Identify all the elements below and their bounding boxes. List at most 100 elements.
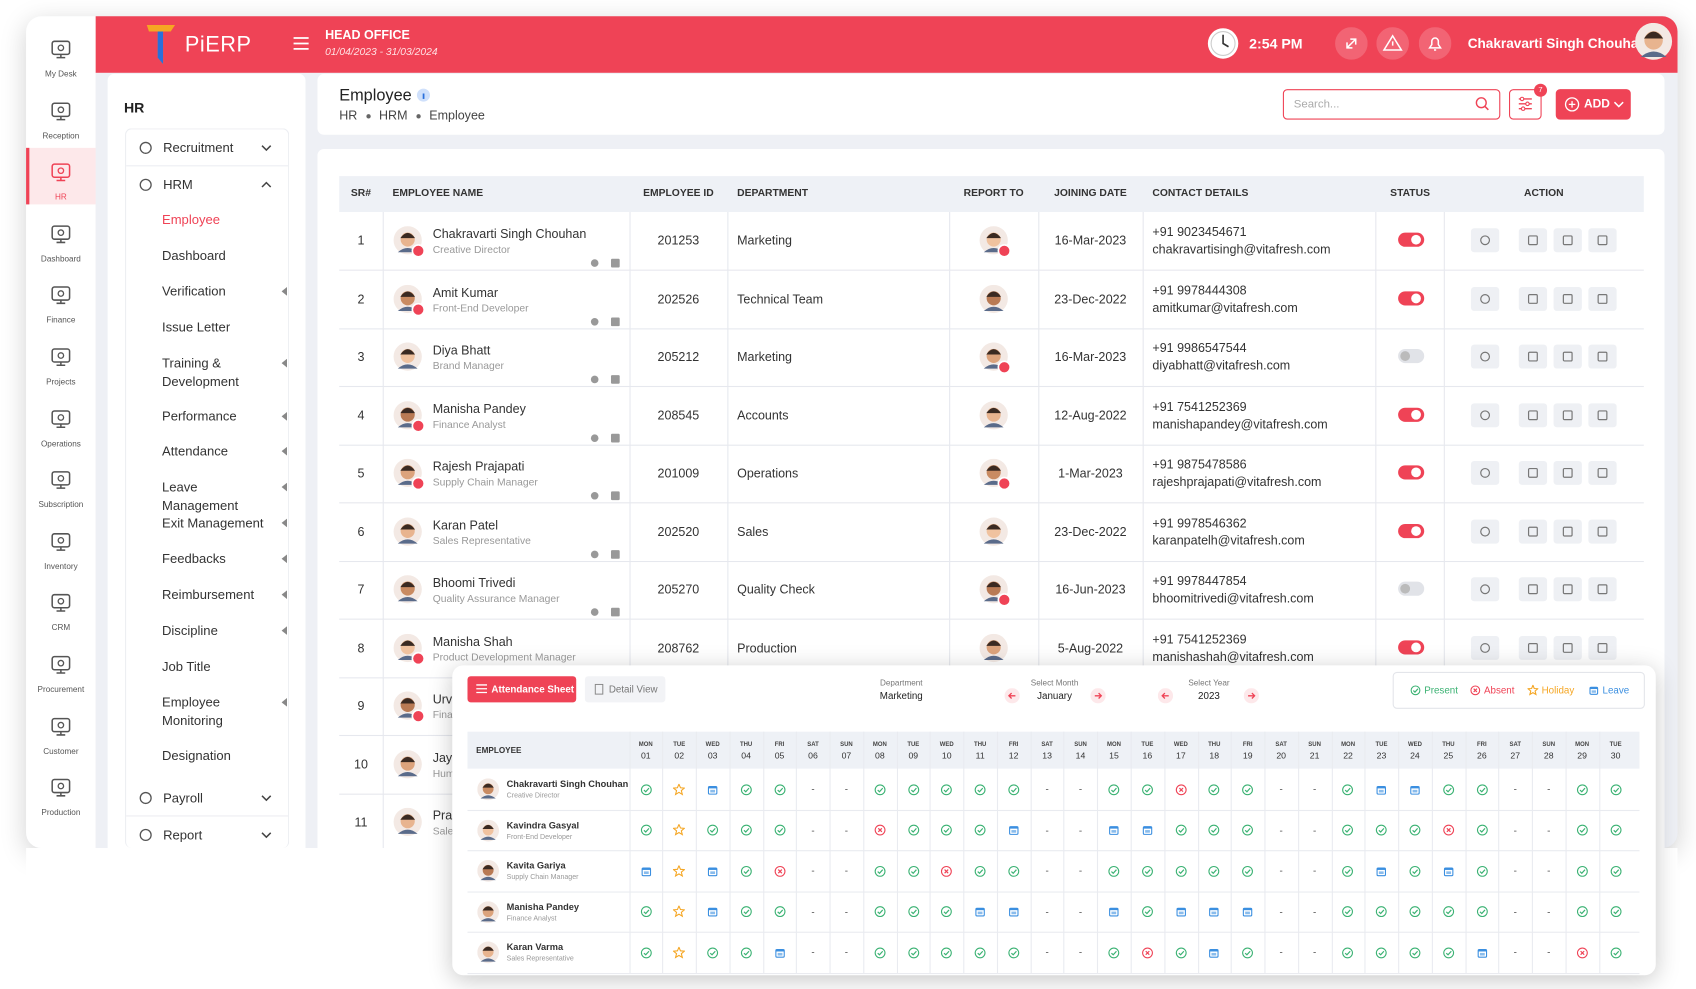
rail-label[interactable]: HR [54, 192, 67, 202]
search-box[interactable] [1282, 89, 1501, 120]
action-button[interactable] [1553, 635, 1582, 660]
action-button[interactable] [1470, 460, 1500, 485]
menu-item[interactable]: Dashboard [161, 247, 226, 263]
action-button[interactable] [1518, 344, 1548, 369]
action-button[interactable] [1588, 286, 1617, 311]
rail-icon[interactable] [50, 776, 72, 798]
action-button[interactable] [1518, 635, 1548, 660]
add-button[interactable] [1555, 89, 1631, 120]
action-button[interactable] [1470, 286, 1500, 311]
action-icon-part [1597, 409, 1608, 420]
rail-icon[interactable] [50, 223, 72, 245]
submenu-arrow-part [281, 286, 288, 296]
rail-icon[interactable] [50, 284, 72, 306]
serial-number: 4 [357, 409, 365, 423]
rail-icon[interactable] [50, 407, 72, 429]
action-button[interactable] [1553, 402, 1582, 427]
rail-label[interactable]: Reception [42, 130, 80, 141]
menu-toggle[interactable] [293, 37, 309, 50]
action-button[interactable] [1553, 344, 1582, 369]
phone: +91 9023454671 [1152, 226, 1247, 240]
menu-group-label[interactable]: Recruitment [163, 140, 234, 156]
rail-label[interactable]: Production [41, 807, 81, 818]
action-button[interactable] [1470, 228, 1500, 253]
rail-icon[interactable] [50, 469, 72, 491]
status-none: - [1078, 946, 1083, 958]
menu-group-label[interactable]: Payroll [163, 790, 203, 806]
nav-arrow[interactable] [1004, 688, 1020, 704]
rail-icon[interactable] [50, 715, 72, 737]
menu-item[interactable]: Training & Development [161, 355, 239, 389]
menu-item[interactable]: Reimbursement [161, 587, 255, 603]
menu-item[interactable]: Exit Management [161, 515, 264, 531]
header-action[interactable] [1376, 27, 1409, 60]
action-button[interactable] [1518, 519, 1548, 544]
menu-item[interactable]: Employee Monitoring [161, 694, 223, 729]
status-present-part [1208, 865, 1220, 877]
menu-item[interactable]: Designation [161, 747, 231, 763]
tab-detail[interactable] [584, 676, 666, 703]
menu-group-label[interactable]: HRM [163, 177, 193, 193]
menu-item[interactable]: Discipline [161, 622, 218, 639]
menu-item[interactable]: Attendance [161, 443, 229, 460]
menu-item[interactable]: Employee [161, 212, 221, 228]
rail-icon[interactable] [50, 161, 72, 183]
action-button[interactable] [1588, 460, 1617, 485]
action-button[interactable] [1518, 402, 1548, 427]
action-button[interactable] [1518, 228, 1548, 253]
action-button[interactable] [1470, 577, 1500, 602]
action-button[interactable] [1588, 635, 1617, 660]
action-button[interactable] [1553, 286, 1582, 311]
breadcrumb[interactable]: HR [339, 109, 358, 123]
action-button[interactable] [1588, 577, 1617, 602]
action-button[interactable] [1470, 635, 1500, 660]
action-button[interactable] [1553, 460, 1582, 485]
action-button[interactable] [1553, 577, 1582, 602]
menu-item[interactable]: Performance [161, 408, 237, 424]
attendance-role: Finance Analyst [506, 914, 557, 922]
rail-icon[interactable] [50, 592, 72, 614]
rail-label[interactable]: Procurement [37, 684, 85, 695]
nav-arrow[interactable] [1157, 688, 1174, 704]
rail-icon[interactable] [50, 530, 72, 552]
action-button[interactable] [1470, 344, 1500, 369]
menu-item[interactable]: Job Title [161, 658, 211, 674]
rail-icon-part [56, 362, 66, 367]
action-button[interactable] [1553, 228, 1582, 253]
rail-icon[interactable] [50, 346, 72, 368]
rail-label[interactable]: My Desk [45, 69, 77, 79]
action-button[interactable] [1470, 402, 1500, 427]
menu-item[interactable]: Issue Letter [161, 319, 231, 335]
nav-arrow[interactable] [1243, 688, 1259, 704]
rail-label[interactable]: Operations [40, 438, 81, 449]
action-button[interactable] [1518, 286, 1548, 311]
rail-label[interactable]: Dashboard [40, 253, 81, 264]
user-name[interactable]: Chakravarti Singh Chouhan [1467, 35, 1647, 52]
header-action[interactable] [1335, 27, 1368, 60]
rail-label[interactable]: Subscription [38, 499, 84, 510]
action-button[interactable] [1588, 402, 1617, 427]
menu-item[interactable]: Leave Management [161, 479, 239, 514]
rail-label[interactable]: Customer [43, 745, 79, 756]
rail-icon[interactable] [50, 100, 72, 122]
rail-label[interactable]: Finance [46, 315, 76, 325]
action-button[interactable] [1470, 519, 1500, 544]
action-button[interactable] [1588, 228, 1617, 253]
rail-icon[interactable] [50, 38, 72, 60]
menu-group-label[interactable]: Report [163, 827, 203, 843]
action-button[interactable] [1553, 519, 1582, 544]
header-action[interactable] [1418, 27, 1452, 60]
breadcrumb[interactable]: HRM [379, 109, 408, 123]
rail-label[interactable]: Projects [46, 376, 76, 387]
action-button[interactable] [1588, 519, 1617, 544]
nav-arrow[interactable] [1090, 688, 1106, 704]
rail-label[interactable]: CRM [51, 622, 71, 633]
action-button[interactable] [1518, 577, 1548, 602]
rail-icon[interactable] [50, 653, 72, 675]
status-none: - [1078, 824, 1083, 836]
action-button[interactable] [1518, 460, 1548, 485]
rail-label[interactable]: Inventory [44, 561, 78, 572]
menu-item[interactable]: Verification [161, 283, 226, 299]
menu-item[interactable]: Feedbacks [161, 551, 226, 567]
action-button[interactable] [1588, 344, 1617, 369]
